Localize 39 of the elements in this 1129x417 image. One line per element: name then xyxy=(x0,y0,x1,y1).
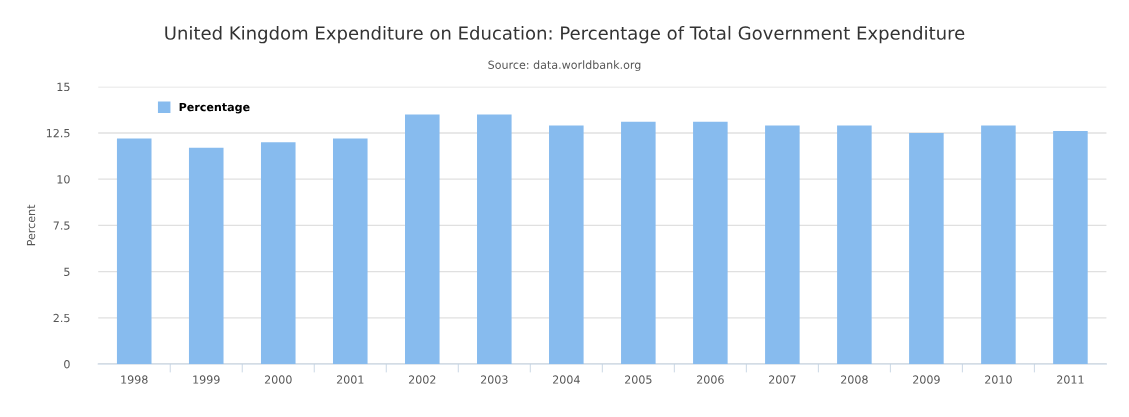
bar xyxy=(909,132,944,365)
bar xyxy=(116,138,152,365)
x-tick-label: 2008 xyxy=(841,375,868,384)
x-tick-label: 1998 xyxy=(121,375,148,384)
y-axis-title: Percent xyxy=(26,204,36,246)
x-tick-label: 2007 xyxy=(769,375,796,384)
y-tick-label: 0 xyxy=(64,360,70,369)
x-tick-label: 2001 xyxy=(336,375,364,384)
bar xyxy=(549,125,584,365)
bar xyxy=(188,147,224,365)
bar xyxy=(765,125,800,365)
x-tick-label: 2003 xyxy=(480,375,508,384)
bar xyxy=(1053,131,1088,365)
bar xyxy=(693,121,728,365)
bar xyxy=(837,125,872,365)
x-tick-label: 2004 xyxy=(552,375,580,384)
chart-title: United Kingdom Expenditure on Education: Percentage of Total Government Expenditure xyxy=(165,25,965,44)
legend-label: Percentage xyxy=(179,102,250,114)
x-tick-label: 2010 xyxy=(985,375,1012,384)
y-tick-label: 5 xyxy=(64,267,70,276)
bar xyxy=(405,114,440,365)
x-tick-label: 2002 xyxy=(408,375,436,384)
bar xyxy=(260,142,296,365)
bar xyxy=(332,138,368,365)
bar xyxy=(477,114,512,365)
x-tick-label: 2005 xyxy=(625,375,652,384)
y-tick-label: 7.5 xyxy=(53,221,70,230)
chart-subtitle: Source: data.worldbank.org xyxy=(488,60,641,72)
x-tick-label: 2011 xyxy=(1057,375,1084,384)
x-tick-label: 1999 xyxy=(193,375,220,384)
y-tick-label: 15 xyxy=(57,82,70,92)
bar xyxy=(621,121,656,365)
y-tick-label: 12.5 xyxy=(46,128,70,138)
x-tick-label: 2006 xyxy=(697,375,724,384)
y-tick-label: 10 xyxy=(57,175,70,184)
bar xyxy=(981,125,1016,365)
x-tick-label: 2000 xyxy=(264,375,292,384)
x-tick-label: 2009 xyxy=(913,375,940,384)
y-tick-label: 2.5 xyxy=(53,313,70,323)
